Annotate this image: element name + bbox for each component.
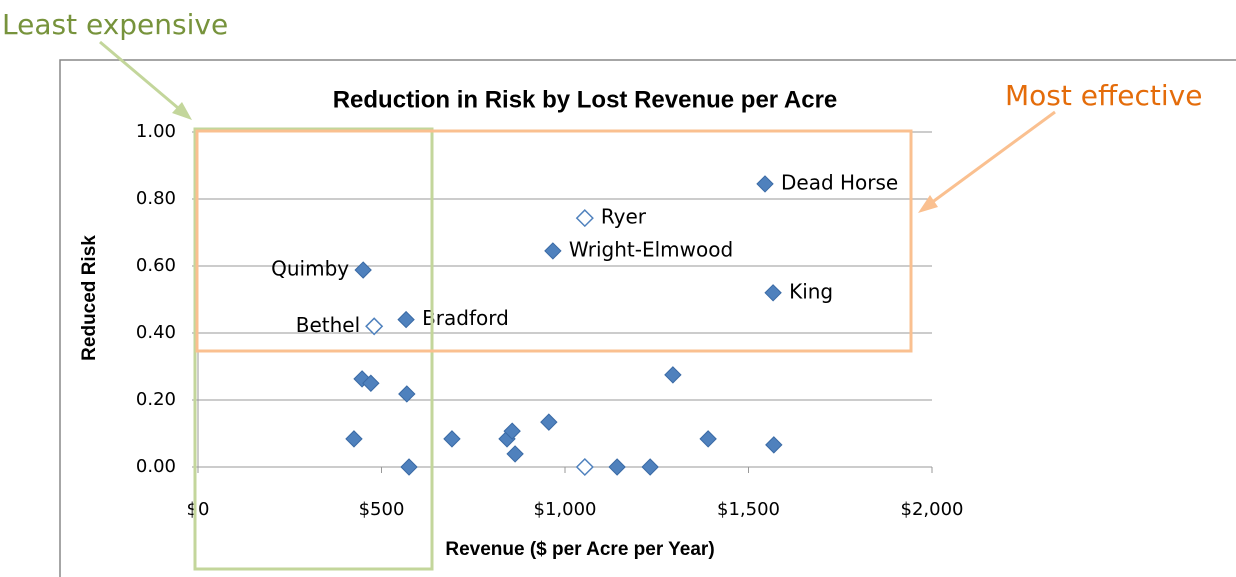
point: [664, 366, 682, 384]
point: [540, 413, 558, 431]
point: [764, 284, 782, 302]
point: [544, 242, 562, 260]
point: [397, 310, 415, 329]
y-tick-label: 0.20: [136, 389, 176, 410]
arrow: [926, 110, 1056, 208]
y-tick-label: 0.60: [136, 255, 176, 276]
point: [365, 317, 384, 336]
point: [756, 175, 774, 193]
point: [503, 422, 521, 440]
point-label: Bradford: [422, 306, 509, 330]
arrow: [99, 40, 185, 115]
point: [575, 209, 594, 228]
point: [354, 261, 372, 279]
chart-title: Reduction in Risk by Lost Revenue per Ac…: [333, 86, 838, 113]
annotation: Most effective: [1005, 79, 1202, 112]
point: [608, 458, 626, 476]
y-tick-label: 1.00: [136, 121, 176, 142]
marks: Dead Horse Wright-Elmwood King Quimby Bradfo…: [271, 170, 898, 477]
point: [362, 374, 380, 392]
grid: 0.00 0.20 0.40 0.60 0.80 1.00 $0 $500 $1,000 $1,5…: [136, 121, 964, 520]
x-tick-label: $500: [359, 499, 405, 520]
point-label: Quimby: [271, 257, 349, 281]
chart-frame: [59, 59, 1236, 577]
x-tick-label: $2,000: [901, 499, 964, 520]
point-label: Wright-Elmwood: [569, 237, 733, 261]
most-effective-box: [195, 129, 913, 353]
x-tick-label: $1,000: [534, 499, 597, 520]
annotation: Least expensive: [2, 8, 228, 41]
point: [699, 430, 717, 448]
x-tick-label: $1,500: [717, 499, 780, 520]
y-axis-title: Reduced Risk: [79, 235, 100, 361]
point: [506, 445, 524, 463]
point-label: King: [789, 279, 833, 303]
point-label: Bethel: [296, 313, 360, 337]
point: [398, 385, 416, 403]
arrowhead: [172, 102, 192, 120]
point: [345, 430, 363, 448]
point-label: Dead Horse: [781, 170, 898, 194]
point: [641, 458, 659, 476]
point: [400, 458, 418, 476]
point: [443, 430, 461, 448]
y-tick-label: 0.40: [136, 322, 176, 343]
arrowhead: [918, 195, 938, 213]
y-tick-label: 0.80: [136, 188, 176, 209]
y-tick-label: 0.00: [136, 456, 176, 477]
point-label: Ryer: [601, 205, 647, 229]
x-tick-label: $0: [187, 499, 210, 520]
x-axis-title: Revenue ($ per Acre per Year): [445, 539, 714, 560]
least-expensive-box: [193, 127, 434, 571]
point: [575, 457, 594, 477]
point: [765, 436, 783, 454]
